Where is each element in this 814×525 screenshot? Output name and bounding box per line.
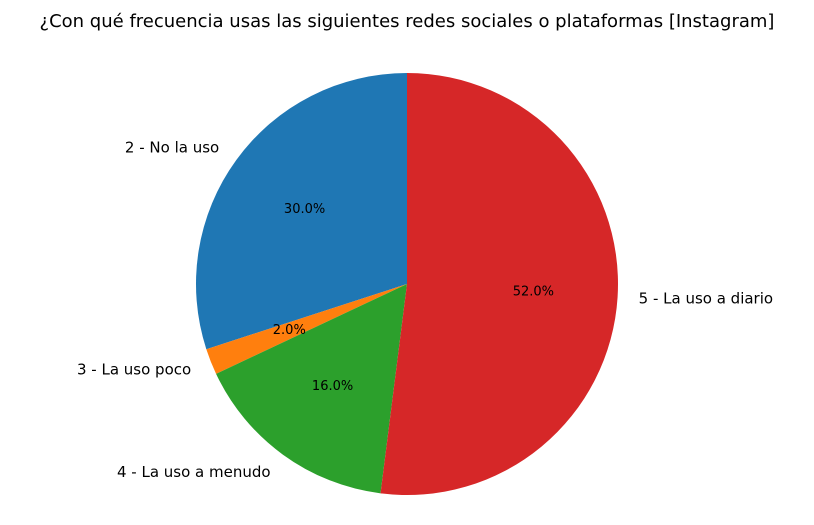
pie-slice-5-la-uso-a-diario: [380, 73, 618, 495]
slice-label-4-la-uso-a-menudo: 4 - La uso a menudo: [117, 463, 271, 481]
pct-label-2-no-la-uso: 30.0%: [284, 202, 325, 217]
pct-label-3-la-uso-poco: 2.0%: [273, 323, 306, 338]
pie-slice-3-la-uso-poco: [206, 284, 407, 374]
pie-labels: 30.0% 2 - No la uso 2.0% 3 - La uso poco 16.…: [77, 139, 773, 481]
slice-label-2-no-la-uso: 2 - No la uso: [125, 139, 219, 157]
pct-label-5-la-uso-a-diario: 52.0%: [513, 284, 554, 299]
chart-title: ¿Con qué frecuencia usas las siguientes …: [40, 11, 775, 32]
pct-label-4-la-uso-a-menudo: 16.0%: [312, 379, 353, 394]
pie-slice-4-la-uso-a-menudo: [216, 284, 407, 494]
pie-slices: [195, 73, 618, 495]
slice-label-3-la-uso-poco: 3 - La uso poco: [77, 360, 191, 378]
pie-slice-2-no-la-uso: [195, 73, 407, 350]
slice-label-5-la-uso-a-diario: 5 - La uso a diario: [639, 290, 773, 308]
